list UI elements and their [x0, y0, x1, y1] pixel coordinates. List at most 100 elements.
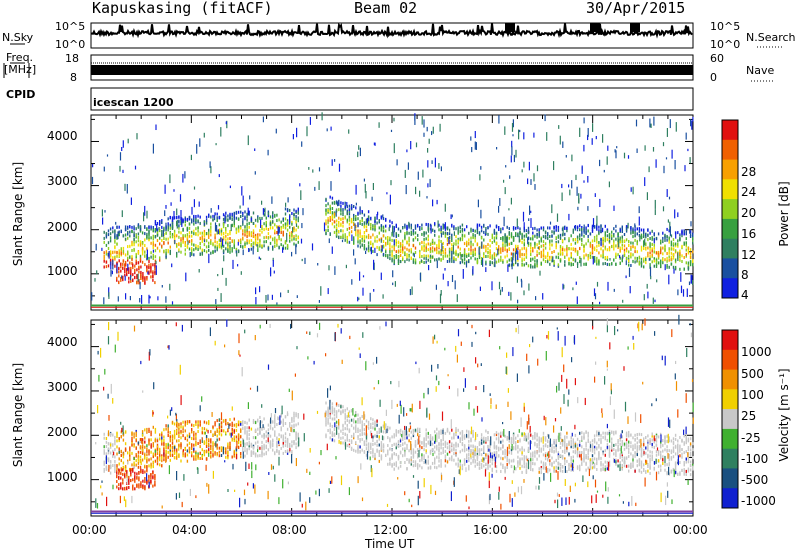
power-cell: [660, 241, 662, 245]
power-cell: [278, 229, 280, 234]
power-cell: [314, 186, 316, 191]
power-cell: [570, 242, 572, 246]
power-cell: [615, 263, 617, 266]
velocity-cell: [372, 418, 374, 422]
power-cell: [444, 231, 447, 235]
power-cell: [284, 212, 287, 216]
power-cell: [440, 290, 442, 296]
power-cell: [625, 249, 628, 253]
power-cell: [536, 228, 538, 232]
power-cell: [218, 228, 221, 232]
power-cell: [220, 238, 223, 242]
power-cell: [180, 250, 182, 254]
power-cell: [660, 259, 662, 263]
xtick-0: 00:00: [72, 523, 107, 537]
power-cell: [130, 275, 132, 281]
power-cell: [604, 236, 606, 240]
power-cell: [412, 244, 415, 248]
power-cell: [444, 248, 447, 252]
power-cell: [532, 257, 534, 261]
power-cell: [614, 149, 616, 153]
power-cell: [589, 241, 592, 245]
power-cell: [406, 253, 408, 257]
power-cell: [144, 225, 146, 229]
power-cell: [674, 160, 676, 170]
power-cell: [274, 238, 276, 242]
power-cell: [596, 237, 598, 241]
power-cell: [574, 248, 577, 252]
power-cell: [217, 205, 220, 210]
velocity-cell: [169, 458, 171, 462]
power-cell: [487, 243, 489, 247]
velocity-cell: [205, 450, 208, 454]
velocity-cell: [272, 448, 274, 452]
velocity-cell: [191, 447, 193, 450]
velocity-cell: [233, 450, 235, 454]
power-cell: [552, 256, 554, 263]
power-cell: [108, 287, 110, 297]
power-cell: [218, 245, 221, 249]
power-cell: [535, 296, 537, 301]
power-cell: [308, 167, 310, 170]
power-cell: [549, 243, 551, 247]
velocity-cell: [329, 431, 331, 435]
power-cell: [282, 225, 284, 229]
power-cell: [677, 252, 679, 262]
power-cell: [338, 163, 341, 172]
power-cell: [263, 213, 265, 217]
power-cell: [653, 257, 655, 261]
power-cell: [134, 271, 136, 275]
power-cell: [353, 249, 355, 256]
velocity-cell: [259, 446, 261, 450]
power-cell: [438, 223, 440, 227]
power-cell: [487, 232, 489, 236]
vel-ytick-4000: 4000: [47, 335, 78, 349]
power-cell: [355, 184, 357, 195]
power-cell: [208, 228, 210, 232]
power-cell: [344, 235, 346, 239]
power-cell: [389, 244, 391, 248]
power-cell: [150, 251, 152, 255]
power-cell: [391, 245, 393, 249]
power-cell: [162, 230, 164, 237]
power-cell: [240, 271, 242, 275]
velocity-cell: [295, 423, 297, 427]
velocity-cell: [361, 426, 363, 430]
power-cell: [389, 257, 391, 261]
velocity-cell: [353, 418, 355, 422]
power-cell: [191, 218, 193, 222]
power-cell: [321, 112, 323, 121]
power-cell: [329, 233, 331, 236]
power-cell: [647, 228, 649, 232]
velocity-cell: [391, 444, 393, 447]
velocity-cell: [129, 457, 131, 461]
power-cell: [331, 246, 333, 254]
velocity-cell: [159, 447, 161, 451]
power-cell: [498, 281, 501, 290]
vel-ytick-1000: 1000: [47, 470, 78, 484]
power-cell: [446, 232, 449, 235]
power-cell: [109, 254, 112, 258]
power-cell: [152, 244, 154, 248]
power-cell: [448, 253, 451, 257]
velocity-cell: [176, 448, 178, 452]
power-cell: [405, 185, 407, 195]
velocity-cell: [365, 453, 368, 457]
velocity-cell: [385, 425, 387, 428]
power-cell: [105, 235, 108, 239]
power-cell: [134, 269, 136, 272]
power-cell: [222, 232, 225, 235]
velocity-cell: [178, 439, 180, 443]
power-cell: [116, 278, 118, 282]
power-cell: [508, 227, 510, 231]
power-cell: [689, 233, 692, 237]
velocity-cell: [231, 438, 233, 442]
power-cell: [527, 242, 530, 245]
velocity-cell: [127, 461, 129, 465]
power-cell: [525, 249, 528, 253]
power-cell: [520, 278, 522, 282]
power-cell: [501, 287, 503, 292]
power-cell: [569, 189, 571, 196]
power-cell: [551, 243, 553, 247]
power-cell: [344, 205, 346, 209]
